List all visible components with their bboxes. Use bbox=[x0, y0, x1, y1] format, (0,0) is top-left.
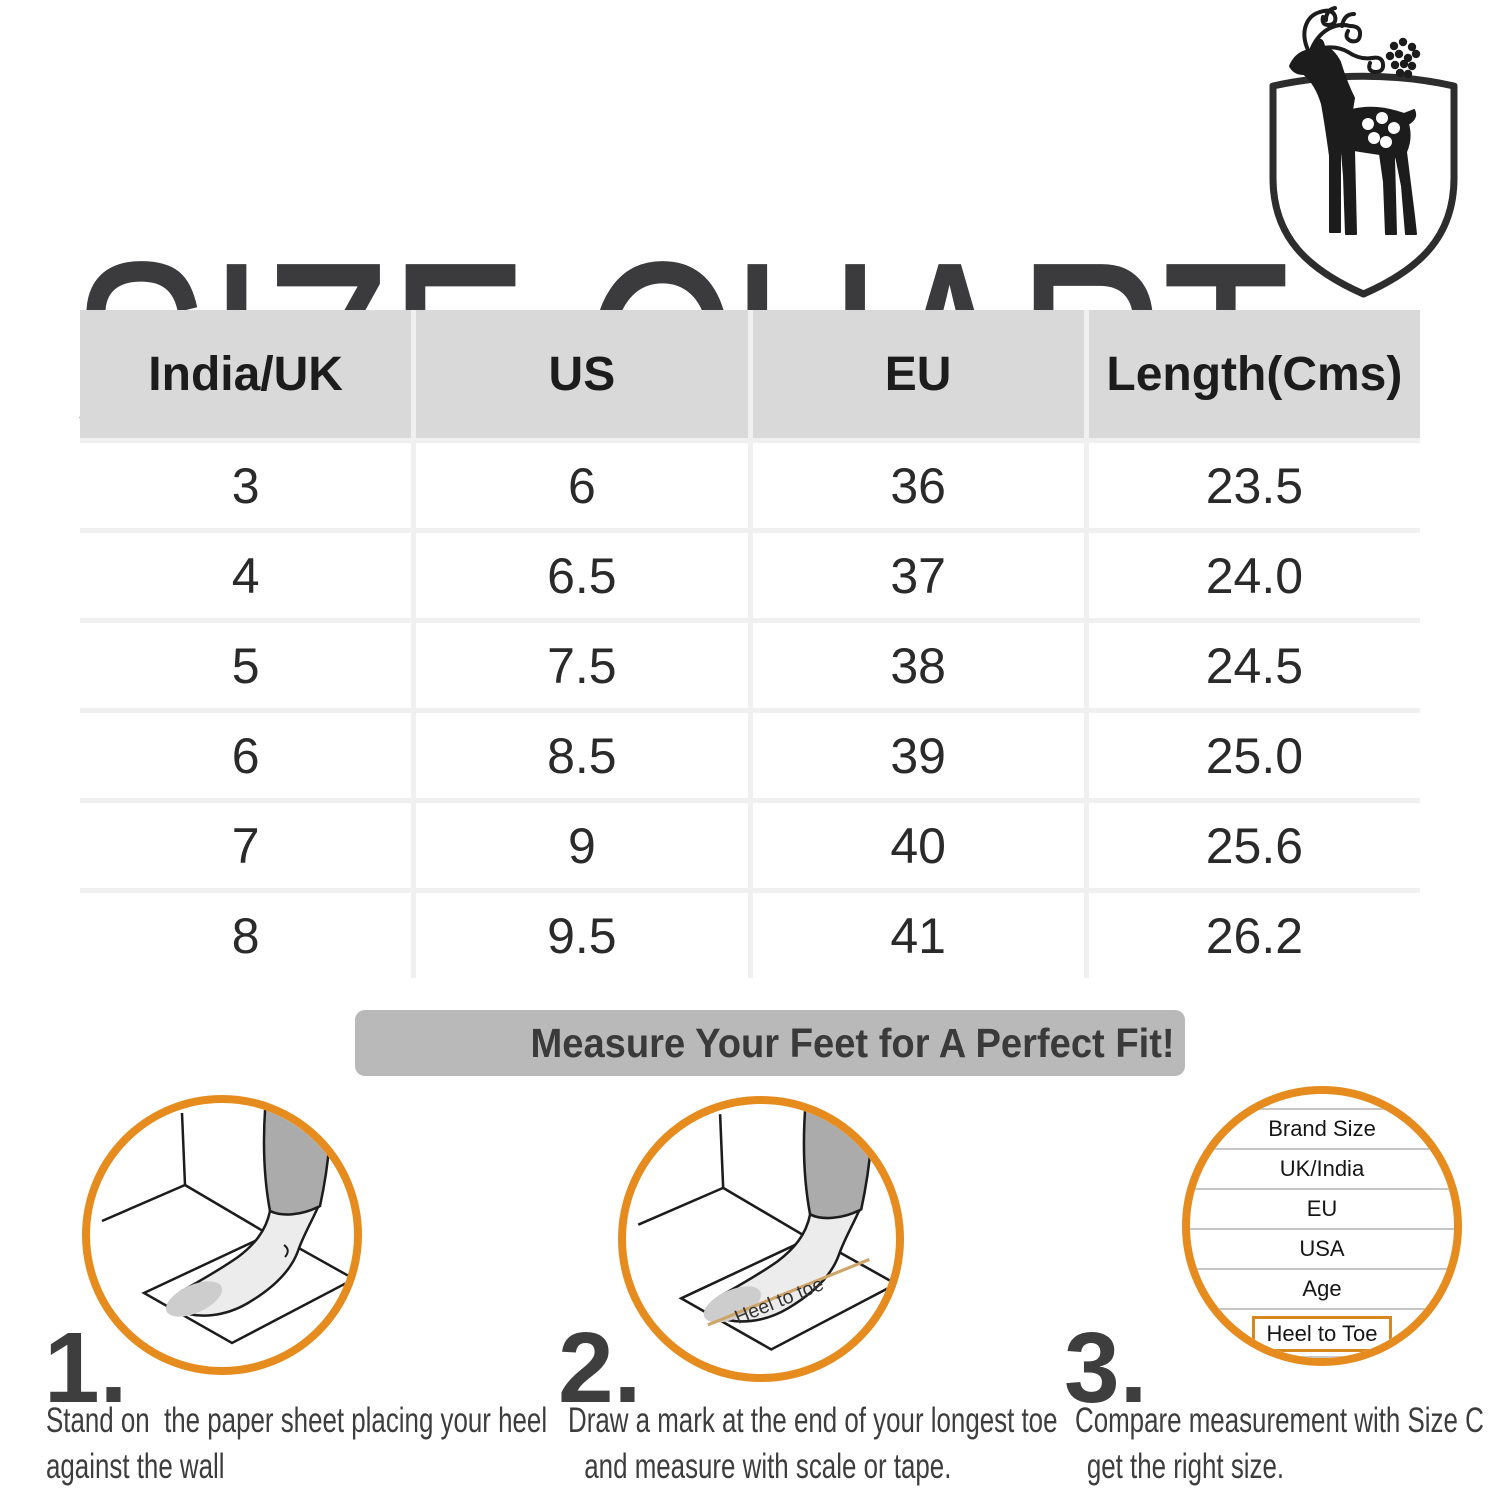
step2-text: Draw a mark at the end of your longest t… bbox=[568, 1398, 1057, 1490]
deer-silhouette bbox=[1289, 38, 1417, 235]
foot-measure-diagram: Heel to toe bbox=[637, 1104, 896, 1351]
table-cell: 24.5 bbox=[1088, 623, 1420, 708]
table-cell: 4 bbox=[80, 533, 412, 618]
step2-number: 2. bbox=[558, 1312, 642, 1424]
table-header-cell: EU bbox=[752, 310, 1084, 438]
table-cell: 6.5 bbox=[416, 533, 748, 618]
table-cell: 25.6 bbox=[1088, 803, 1420, 888]
size-panel-row: USA bbox=[1190, 1230, 1454, 1270]
leg bbox=[262, 1103, 332, 1218]
table-header-cell: Length(Cms) bbox=[1088, 310, 1420, 438]
heel-to-toe-box: Heel to Toe bbox=[1251, 1316, 1393, 1353]
step1-text: Stand on the paper sheet placing your he… bbox=[46, 1398, 547, 1490]
table-cell: 40 bbox=[752, 803, 1084, 888]
measure-line bbox=[707, 1258, 870, 1327]
table-header-cell: India/UK bbox=[80, 310, 412, 438]
step1-text-line2: against the wall bbox=[46, 1447, 225, 1487]
size-table: India/UK US EU Length(Cms) 3 6 36 23.5 4… bbox=[80, 310, 1420, 978]
table-cell: 23.5 bbox=[1088, 443, 1420, 528]
table-cell: 8 bbox=[80, 893, 412, 978]
ankle-mark bbox=[283, 1244, 289, 1258]
table-cell: 26.2 bbox=[1088, 893, 1420, 978]
step1-text-line1: Stand on the paper sheet placing your he… bbox=[46, 1401, 548, 1440]
table-cell: 7.5 bbox=[416, 623, 748, 708]
table-cell: 25.0 bbox=[1088, 713, 1420, 798]
step2-illustration: Heel to toe bbox=[618, 1096, 904, 1382]
toe-shading bbox=[166, 1281, 222, 1317]
shield-outline bbox=[1269, 72, 1458, 298]
table-cell: 5 bbox=[80, 623, 412, 708]
table-cell: 38 bbox=[752, 623, 1084, 708]
toe-shading bbox=[703, 1286, 761, 1323]
size-panel-row: Age bbox=[1190, 1270, 1454, 1310]
table-cell: 9 bbox=[416, 803, 748, 888]
step2-text-line2: and measure with scale or tape. bbox=[584, 1447, 952, 1487]
step1-number: 1. bbox=[44, 1312, 128, 1424]
step3-text-line1: Compare measurement with Size C bbox=[1075, 1401, 1484, 1440]
grape-cluster bbox=[1385, 37, 1421, 79]
table-cell: 8.5 bbox=[416, 713, 748, 798]
size-panel-row: UK/India bbox=[1190, 1150, 1454, 1190]
size-comparison-panel: Brand Size UK/India EU USA Age Heel to T… bbox=[1190, 1108, 1454, 1358]
size-panel-row: Heel to Toe bbox=[1190, 1310, 1454, 1358]
table-cell: 39 bbox=[752, 713, 1084, 798]
deer-shield-logo bbox=[1269, 6, 1458, 298]
table-cell: 3 bbox=[80, 443, 412, 528]
foot-on-paper-diagram bbox=[101, 1103, 354, 1345]
measure-banner: Measure Your Feet for A Perfect Fit! bbox=[355, 1010, 1185, 1076]
step1-illustration bbox=[82, 1095, 362, 1375]
table-cell: 41 bbox=[752, 893, 1084, 978]
table-cell: 37 bbox=[752, 533, 1084, 618]
step3-illustration: Brand Size UK/India EU USA Age Heel to T… bbox=[1182, 1086, 1462, 1366]
table-cell: 6 bbox=[80, 713, 412, 798]
deer-spots bbox=[1362, 112, 1400, 148]
table-cell: 7 bbox=[80, 803, 412, 888]
step2-text-line1: Draw a mark at the end of your longest t… bbox=[568, 1401, 1058, 1440]
step3-text-line2: get the right size. bbox=[1086, 1447, 1285, 1487]
table-cell: 36 bbox=[752, 443, 1084, 528]
table-cell: 24.0 bbox=[1088, 533, 1420, 618]
table-cell: 6 bbox=[416, 443, 748, 528]
size-panel-row: EU bbox=[1190, 1190, 1454, 1230]
table-header-cell: US bbox=[416, 310, 748, 438]
step3-text: Compare measurement with Size C get the … bbox=[1075, 1398, 1484, 1490]
table-cell: 9.5 bbox=[416, 893, 748, 978]
size-panel-row: Brand Size bbox=[1190, 1108, 1454, 1150]
leg bbox=[802, 1104, 874, 1221]
measure-banner-text: Measure Your Feet for A Perfect Fit! bbox=[530, 1020, 1175, 1066]
step3-number: 3. bbox=[1064, 1312, 1148, 1424]
